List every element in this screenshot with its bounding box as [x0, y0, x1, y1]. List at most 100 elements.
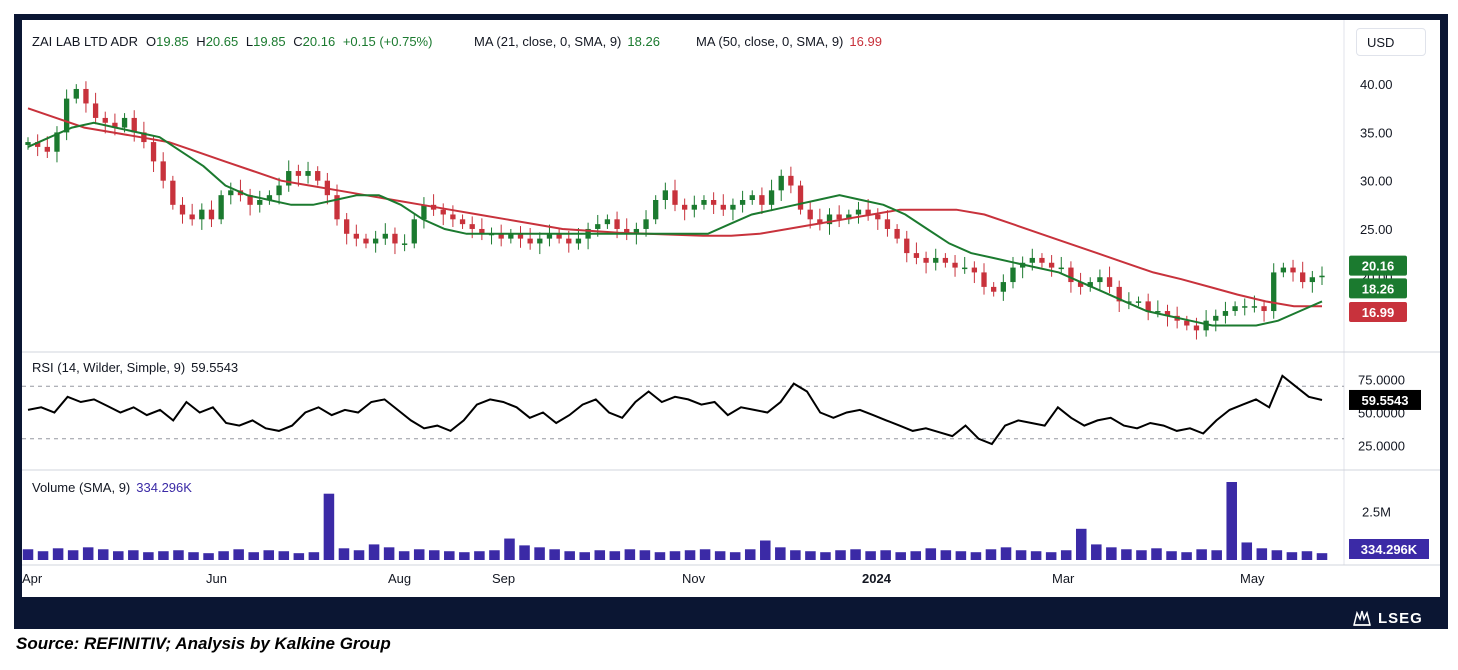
candle-body	[556, 233, 562, 239]
volume-bar	[805, 551, 816, 560]
volume-bar	[850, 549, 861, 560]
candle-body	[286, 171, 292, 186]
candle-body	[498, 233, 504, 239]
candle-body	[508, 233, 514, 239]
volume-bar	[82, 547, 94, 560]
candle-body	[247, 195, 253, 205]
rsi-tick-label: 25.0000	[1358, 438, 1405, 453]
candle-body	[469, 224, 475, 229]
rsi-value-badge-bg	[1349, 389, 1421, 410]
candle-body	[730, 204, 736, 210]
volume-bar	[564, 551, 575, 560]
candle-body	[295, 171, 302, 176]
time-tick-label: Aug	[388, 571, 411, 586]
volume-bar	[1060, 550, 1072, 560]
volume-bar	[760, 540, 771, 560]
volume-bar	[278, 551, 290, 560]
volume-bar	[699, 549, 711, 560]
volume-bar	[1000, 547, 1012, 560]
candle-body	[1203, 320, 1209, 331]
candle-body	[797, 185, 804, 210]
last-price-badge-bg	[1349, 255, 1407, 276]
candle-body	[372, 238, 379, 244]
candle-body	[1048, 262, 1055, 268]
volume-bar	[489, 550, 500, 560]
candle-body	[913, 253, 920, 258]
candle-body	[1116, 286, 1122, 302]
candle-body	[228, 190, 234, 196]
candle-body	[257, 200, 263, 205]
candle-body	[971, 267, 978, 273]
volume-bar	[1166, 551, 1177, 560]
candle-body	[1290, 267, 1296, 273]
candle-body	[788, 175, 794, 186]
candle-body	[624, 228, 630, 234]
volume-bar	[233, 549, 244, 560]
candle-body	[566, 238, 572, 244]
candle-body	[614, 219, 620, 229]
candle-body	[1193, 325, 1200, 331]
volume-bar	[1241, 542, 1253, 560]
candle-body	[121, 117, 128, 128]
volume-bar	[459, 552, 470, 560]
candle-body	[382, 233, 388, 239]
price-tick-label: 40.00	[1360, 77, 1393, 92]
volume-bar	[113, 551, 124, 560]
volume-bar	[173, 550, 184, 560]
candle-body	[942, 257, 949, 263]
volume-bar	[368, 544, 380, 560]
volume-bar	[549, 549, 560, 560]
candle-body	[1309, 277, 1315, 283]
candle-body	[170, 180, 176, 205]
volume-bar	[835, 550, 846, 560]
candle-body	[836, 214, 842, 220]
volume-bar	[383, 547, 395, 560]
candle-body	[1058, 267, 1064, 270]
candle-body	[527, 238, 533, 244]
candle-body	[1164, 311, 1171, 316]
candle-body	[218, 195, 224, 220]
volume-bar	[925, 548, 937, 560]
volume-bar	[624, 549, 636, 560]
candle-body	[208, 209, 215, 220]
volume-tick-label: 2.5M	[1362, 504, 1391, 519]
candle-body	[92, 103, 99, 118]
candle-body	[1251, 306, 1258, 308]
candle-body	[739, 200, 746, 205]
volume-bar	[639, 550, 651, 560]
volume-bar	[22, 549, 34, 560]
candle-body	[440, 209, 446, 215]
currency-selector[interactable]: USD	[1356, 28, 1426, 56]
candle-body	[35, 142, 41, 147]
candle-body	[1184, 320, 1190, 326]
candle-body	[25, 142, 31, 145]
candle-body	[537, 238, 543, 244]
candle-body	[1280, 267, 1287, 273]
candle-body	[672, 190, 678, 205]
ma21-badge-bg	[1349, 278, 1407, 299]
time-tick-label: 2024	[862, 571, 892, 586]
volume-bar	[519, 545, 530, 560]
volume-bar	[248, 552, 259, 560]
chart-panel: ZAI LAB LTD ADR O19.85 H20.65 L19.85 C20…	[22, 20, 1440, 597]
volume-bar	[1015, 550, 1027, 560]
volume-bar	[910, 551, 922, 560]
candle-body	[1039, 257, 1045, 263]
candle-body	[826, 214, 833, 225]
candle-body	[1097, 277, 1103, 283]
volume-bar	[474, 551, 485, 560]
volume-bar	[1256, 548, 1268, 560]
candle-body	[305, 171, 311, 176]
candle-body	[846, 214, 852, 220]
ohlc-legend: O19.85 H20.65 L19.85 C20.16 +0.15 (+0.75…	[146, 34, 432, 49]
volume-bar	[293, 553, 305, 560]
volume-bar	[820, 552, 831, 560]
price-tick-label: 30.00	[1360, 174, 1393, 189]
volume-bar	[1030, 551, 1042, 560]
candle-body	[662, 190, 668, 200]
candle-body	[1319, 275, 1325, 278]
candle-body	[1000, 282, 1006, 292]
rsi-line	[27, 374, 1323, 446]
candle-body	[981, 272, 987, 287]
chart-svg: ZAI LAB LTD ADR O19.85 H20.65 L19.85 C20…	[22, 20, 1440, 586]
